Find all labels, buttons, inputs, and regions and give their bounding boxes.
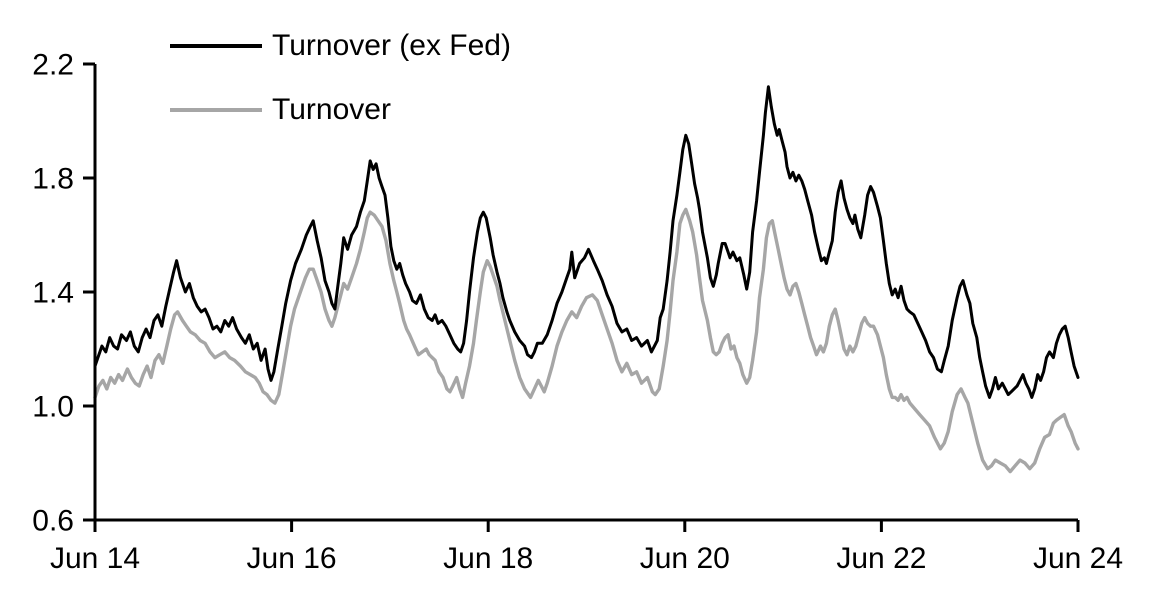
y-tick-label: 1.4: [32, 277, 74, 310]
x-tick-label: Jun 22: [836, 542, 926, 575]
axes: [93, 64, 1078, 522]
y-tick-label: 0.6: [32, 505, 74, 538]
legend-item-turnover-ex-fed: Turnover (ex Fed): [170, 29, 511, 63]
series-line-turnover: [93, 207, 1080, 474]
y-tick-label: 1.0: [32, 391, 74, 424]
y-tick-label: 1.8: [32, 163, 74, 196]
black-line-swatch-icon: [170, 44, 262, 48]
x-tick-label: Jun 18: [443, 542, 533, 575]
chart-legend: Turnover (ex Fed) Turnover: [170, 29, 511, 127]
y-tick-label: 2.2: [32, 49, 74, 82]
legend-item-turnover: Turnover: [170, 93, 511, 127]
x-tick-label: Jun 14: [50, 542, 140, 575]
x-tick-label: Jun 24: [1033, 542, 1123, 575]
legend-label-turnover-ex-fed: Turnover (ex Fed): [272, 29, 511, 62]
legend-label-turnover: Turnover: [272, 93, 391, 126]
x-tick-label: Jun 16: [247, 542, 337, 575]
x-tick-label: Jun 20: [640, 542, 730, 575]
gray-line-swatch-icon: [170, 108, 262, 112]
series-line-turnover-ex-fed: [93, 85, 1080, 399]
